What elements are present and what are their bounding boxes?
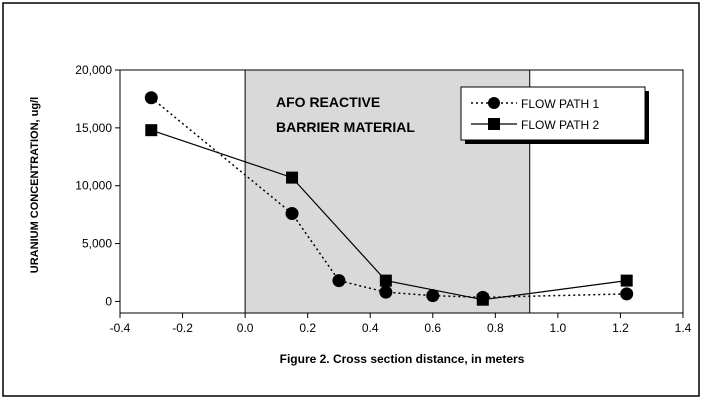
region-label-line-1: AFO REACTIVE bbox=[276, 94, 380, 110]
plot-area-frame bbox=[119, 69, 684, 314]
point-flow-path-2 bbox=[145, 124, 158, 137]
x-tick-label: 0.8 bbox=[487, 321, 504, 335]
point-flow-path-1 bbox=[144, 91, 158, 105]
x-tick-label: -0.4 bbox=[110, 321, 131, 335]
y-tick-label: 0 bbox=[105, 294, 112, 308]
point-flow-path-1 bbox=[620, 287, 634, 301]
legend-marker-flow-path-2 bbox=[488, 118, 500, 130]
legend-label-flow-path-1: FLOW PATH 1 bbox=[521, 97, 600, 111]
point-flow-path-2 bbox=[286, 171, 299, 184]
x-axis-caption: Figure 2. Cross section distance, in met… bbox=[280, 352, 525, 366]
point-flow-path-1 bbox=[379, 285, 393, 299]
point-flow-path-2 bbox=[620, 274, 633, 287]
point-flow-path-2 bbox=[476, 293, 489, 306]
y-tick-label: 15,000 bbox=[75, 121, 112, 135]
legend: FLOW PATH 1 FLOW PATH 2 bbox=[460, 86, 649, 144]
region-label-line-2: BARRIER MATERIAL bbox=[276, 119, 415, 135]
x-tick-label: 1.2 bbox=[612, 321, 629, 335]
series-layer bbox=[144, 91, 634, 306]
x-tick-label: -0.2 bbox=[172, 321, 193, 335]
y-axis-label: URANIUM CONCENTRATION, ug/l bbox=[29, 97, 41, 273]
y-tick-label: 10,000 bbox=[75, 179, 112, 193]
x-tick-label: 1.4 bbox=[675, 321, 692, 335]
legend-marker-flow-path-1 bbox=[488, 97, 500, 109]
x-tick-label: 0.6 bbox=[424, 321, 441, 335]
x-tick-label: 1.0 bbox=[550, 321, 567, 335]
point-flow-path-1 bbox=[285, 206, 299, 220]
axis-layer: -0.4 -0.2 0.0 0.2 0.4 0.6 0.8 1.0 1.2 1.4 0 5,000 10… bbox=[75, 63, 691, 335]
y-tick-label: 5,000 bbox=[82, 237, 112, 251]
legend-box bbox=[460, 86, 646, 141]
legend-label-flow-path-2: FLOW PATH 2 bbox=[521, 118, 600, 132]
x-tick-label: 0.2 bbox=[299, 321, 316, 335]
point-flow-path-1 bbox=[426, 289, 440, 303]
point-flow-path-2 bbox=[379, 274, 392, 287]
y-tick-label: 20,000 bbox=[75, 63, 112, 77]
x-tick-label: 0.0 bbox=[237, 321, 254, 335]
figure-border bbox=[2, 2, 700, 397]
x-tick-label: 0.4 bbox=[362, 321, 379, 335]
point-flow-path-1 bbox=[332, 274, 346, 288]
